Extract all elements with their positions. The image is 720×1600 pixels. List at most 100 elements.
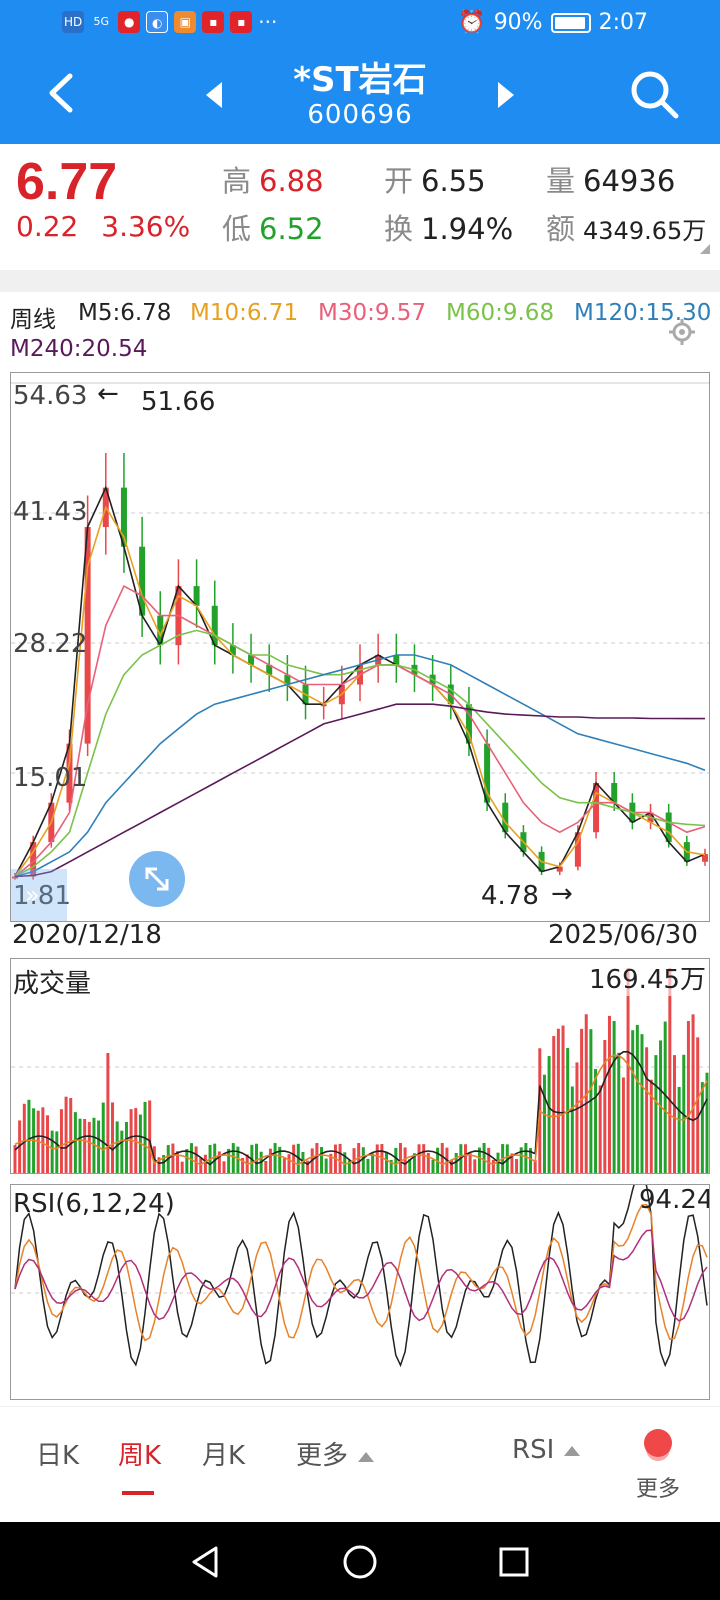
ma-m240: M240:20.54 bbox=[10, 336, 148, 362]
status-left: HD 5G ● ◐ ▣ ▪ ▪ ··· bbox=[62, 10, 277, 34]
caret-up-icon bbox=[564, 1445, 581, 1456]
volume-field: 量 64936 bbox=[546, 158, 675, 200]
candle-body bbox=[665, 812, 672, 843]
volume-bar bbox=[231, 1143, 235, 1173]
candle-body bbox=[211, 605, 218, 646]
volume-bar bbox=[255, 1143, 259, 1173]
candle-body bbox=[611, 782, 618, 803]
volume-bar bbox=[617, 1052, 621, 1173]
volume-bar bbox=[561, 1025, 565, 1173]
ma-m120: M120:15.30 bbox=[574, 300, 712, 326]
volume-bar bbox=[124, 1122, 128, 1173]
tab-month[interactable]: 月K bbox=[202, 1441, 246, 1471]
battery-percent: 90% bbox=[493, 10, 543, 35]
header-bar: HD 5G ● ◐ ▣ ▪ ▪ ··· ⏰ 90% 2:07 *ST岩石 600… bbox=[0, 0, 720, 144]
tab-indicator[interactable]: RSI bbox=[512, 1435, 581, 1465]
fullscreen-button[interactable] bbox=[129, 851, 185, 907]
rsi-title: RSI(6,12,24) bbox=[13, 1189, 175, 1219]
open-field: 开 6.55 bbox=[384, 158, 486, 200]
volume-bar bbox=[686, 1021, 690, 1173]
clock: 2:07 bbox=[598, 10, 648, 35]
high-label: 高 bbox=[222, 164, 252, 198]
quote-panel: 6.77 0.22 3.36% 高 6.88 低 6.52 开 6.55 换 1.94%… bbox=[0, 144, 720, 270]
min-note: 4.78 bbox=[481, 881, 539, 911]
rsi-chart[interactable]: RSI(6,12,24) 94.24 bbox=[10, 1184, 710, 1400]
more-button[interactable]: 更多 bbox=[636, 1477, 681, 1502]
volume-bar bbox=[510, 1153, 514, 1173]
nav-recents-icon[interactable] bbox=[494, 1542, 534, 1582]
volume-bar bbox=[306, 1160, 310, 1173]
volume-bar bbox=[389, 1159, 393, 1173]
nav-back-icon[interactable] bbox=[186, 1542, 226, 1582]
candle-body bbox=[84, 527, 91, 744]
volume-bar bbox=[329, 1153, 333, 1173]
more-notifications-icon: ··· bbox=[258, 10, 278, 34]
volume-bar bbox=[454, 1152, 458, 1173]
high-field: 高 6.88 bbox=[222, 158, 324, 200]
volume-bar bbox=[570, 1086, 574, 1173]
volume-bar bbox=[552, 1036, 556, 1173]
back-arrow-icon[interactable] bbox=[40, 68, 88, 118]
end-date: 2025/06/30 bbox=[548, 920, 698, 950]
candle-body bbox=[484, 743, 491, 803]
volume-label: 量 bbox=[546, 164, 576, 198]
tab-more-label: 更多 bbox=[296, 1441, 349, 1471]
volume-bar bbox=[412, 1153, 416, 1173]
status-right: ⏰ 90% 2:07 bbox=[458, 10, 648, 35]
volume-bar bbox=[468, 1153, 472, 1173]
ma-line-m120 bbox=[14, 654, 706, 878]
settings-gear-icon[interactable] bbox=[668, 318, 696, 346]
low-value: 6.52 bbox=[259, 212, 324, 246]
volume-bar bbox=[87, 1121, 91, 1173]
volume-bar bbox=[69, 1098, 73, 1173]
volume-bar bbox=[227, 1148, 231, 1173]
volume-chart[interactable]: 成交量 169.45万 bbox=[10, 958, 710, 1174]
alarm-icon: ⏰ bbox=[458, 10, 486, 35]
kline-chart[interactable]: 54.63 41.43 28.22 15.01 1.81 ← 51.66 4.7… bbox=[10, 372, 710, 922]
volume-bar bbox=[529, 1148, 533, 1173]
volume-bar bbox=[440, 1143, 444, 1173]
app-icon-4: ▪ bbox=[202, 11, 225, 33]
volume-bar bbox=[264, 1160, 268, 1173]
tab-day[interactable]: 日K bbox=[36, 1441, 80, 1471]
tab-more-periods[interactable]: 更多 bbox=[296, 1435, 375, 1472]
previous-stock-icon[interactable] bbox=[200, 78, 230, 112]
volume-bar bbox=[27, 1099, 31, 1173]
max-note: 51.66 bbox=[141, 387, 216, 417]
volume-bar bbox=[59, 1109, 63, 1173]
volume-bar bbox=[180, 1161, 184, 1173]
change-value: 0.22 bbox=[16, 210, 79, 243]
volume-value: 64936 bbox=[583, 164, 676, 198]
low-label: 低 bbox=[222, 212, 252, 246]
volume-bar bbox=[403, 1147, 407, 1173]
volume-ma-line bbox=[14, 1054, 708, 1166]
amount-field: 额 4349.65万 bbox=[546, 206, 706, 248]
expand-corner-icon[interactable] bbox=[700, 244, 710, 254]
volume-bar bbox=[431, 1159, 435, 1173]
volume-bar bbox=[436, 1147, 440, 1173]
kline-plot bbox=[11, 382, 709, 880]
ma-m60: M60:9.68 bbox=[446, 300, 555, 326]
volume-bar bbox=[148, 1100, 152, 1173]
nav-home-icon[interactable] bbox=[340, 1542, 380, 1582]
app-icon-2: ◐ bbox=[146, 11, 169, 33]
rsi-line bbox=[14, 1204, 708, 1342]
volume-bar bbox=[13, 1145, 17, 1173]
volume-bar bbox=[477, 1147, 481, 1173]
volume-bar bbox=[542, 1074, 546, 1173]
volume-bar bbox=[612, 1020, 616, 1173]
volume-bar bbox=[273, 1143, 277, 1173]
status-bar: HD 5G ● ◐ ▣ ▪ ▪ ··· ⏰ 90% 2:07 bbox=[0, 0, 720, 48]
tab-week[interactable]: 周K bbox=[118, 1441, 162, 1471]
scroll-left-handle[interactable]: » bbox=[11, 869, 67, 921]
search-icon[interactable] bbox=[628, 68, 682, 122]
min-arrow: → bbox=[551, 879, 573, 909]
volume-bar bbox=[64, 1096, 68, 1173]
rsi-line bbox=[14, 1229, 708, 1322]
candle-body bbox=[284, 674, 291, 685]
ma-m5: M5:6.78 bbox=[78, 300, 172, 326]
volume-bar bbox=[324, 1158, 328, 1173]
volume-bar bbox=[120, 1130, 124, 1173]
next-stock-icon[interactable] bbox=[490, 78, 520, 112]
